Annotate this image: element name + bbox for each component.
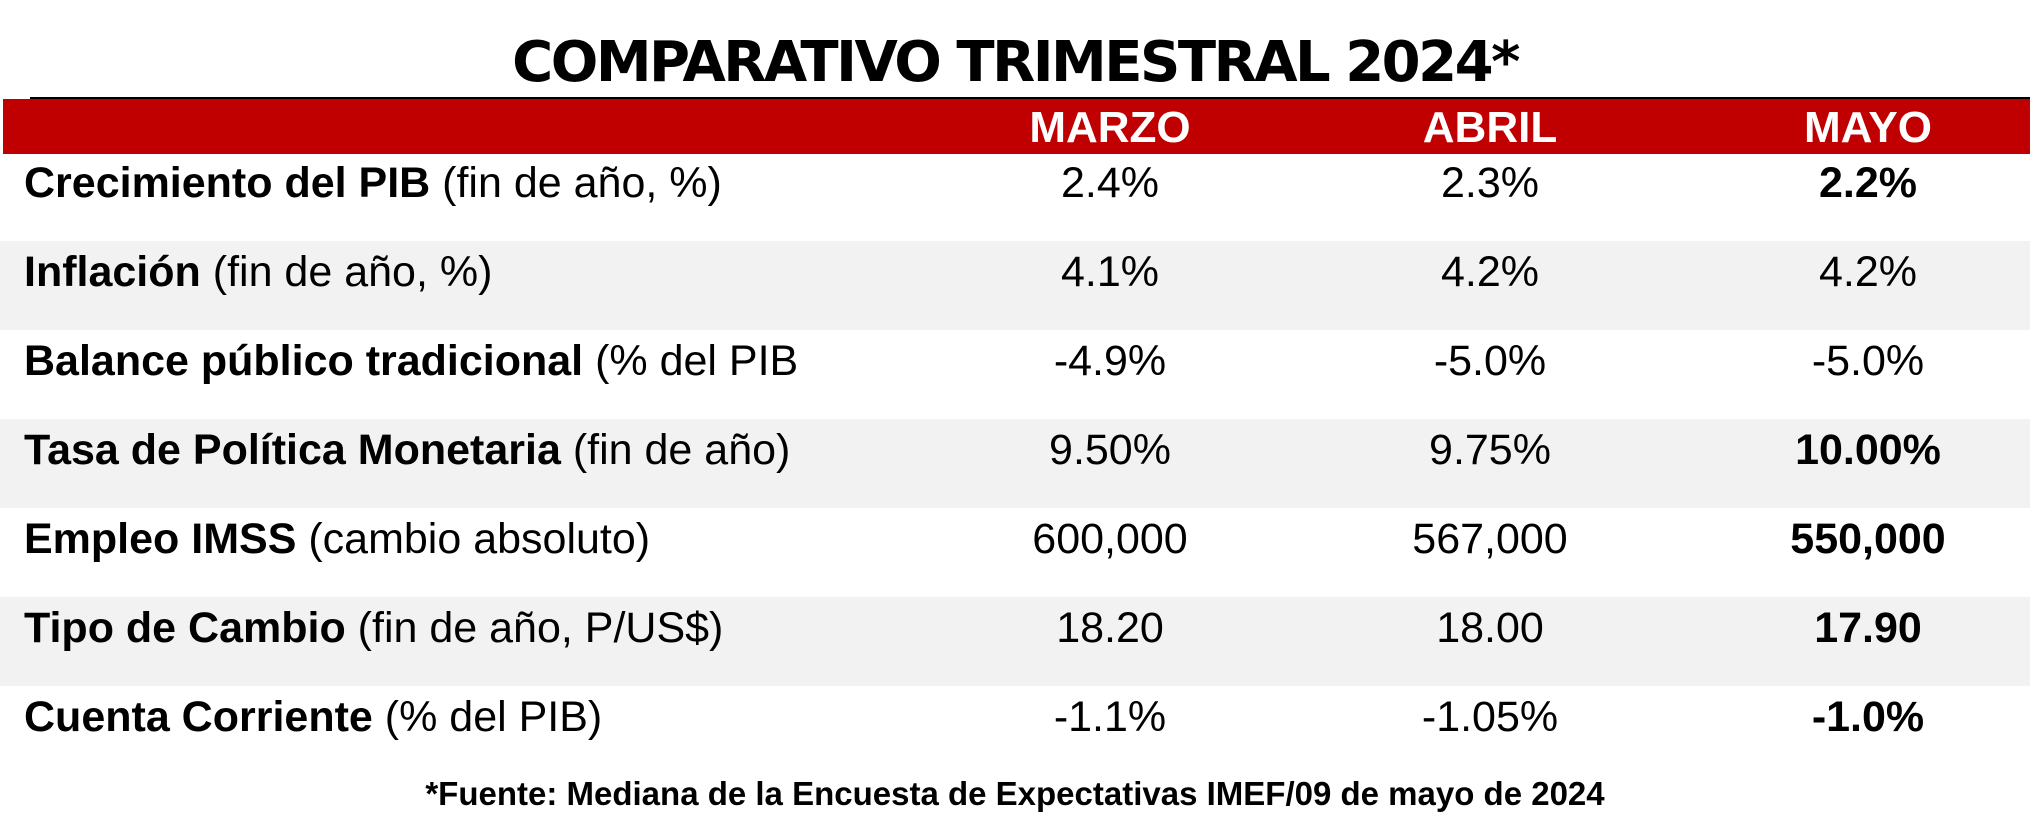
table-row: Cuenta Corriente (% del PIB) -1.1% -1.05… bbox=[0, 686, 2030, 775]
value-mayo: 550,000 bbox=[1790, 515, 1946, 563]
row-label: Tipo de Cambio (fin de año, P/US$) bbox=[24, 597, 723, 660]
table-row: Tipo de Cambio (fin de año, P/US$) 18.20… bbox=[0, 597, 2030, 686]
row-label-qualifier: (cambio absoluto) bbox=[296, 515, 651, 563]
row-label-qualifier: (fin de año, %) bbox=[200, 248, 493, 296]
table-row: Empleo IMSS (cambio absoluto) 600,000 56… bbox=[0, 508, 2030, 597]
row-label-main: Tasa de Política Monetaria bbox=[24, 426, 561, 474]
value-marzo: 600,000 bbox=[1032, 515, 1188, 563]
value-abril: 2.3% bbox=[1440, 159, 1539, 207]
value-abril: -1.05% bbox=[1421, 693, 1559, 741]
value-mayo: 17.90 bbox=[1814, 604, 1922, 652]
row-label-main: Inflación bbox=[24, 248, 201, 296]
row-label-main: Crecimiento del PIB bbox=[24, 159, 431, 207]
column-header-abril: ABRIL bbox=[1422, 103, 1558, 152]
value-marzo: 9.50% bbox=[1049, 426, 1171, 474]
row-label: Empleo IMSS (cambio absoluto) bbox=[24, 508, 650, 571]
row-label-qualifier: (fin de año, P/US$) bbox=[345, 604, 724, 652]
table-row: Balance público tradicional (% del PIB -… bbox=[0, 330, 2030, 419]
row-label-main: Cuenta Corriente bbox=[24, 693, 373, 741]
row-label-main: Tipo de Cambio bbox=[24, 604, 346, 652]
row-label-qualifier: (% del PIB bbox=[583, 337, 799, 385]
value-marzo: 2.4% bbox=[1060, 159, 1159, 207]
value-marzo: -1.1% bbox=[1053, 693, 1167, 741]
value-mayo: 4.2% bbox=[1818, 248, 1917, 296]
value-mayo: 2.2% bbox=[1818, 159, 1917, 207]
table-title: COMPARATIVO TRIMESTRAL 2024* bbox=[512, 30, 1520, 95]
value-mayo: -5.0% bbox=[1811, 337, 1925, 385]
row-label-main: Balance público tradicional bbox=[24, 337, 584, 385]
row-label: Inflación (fin de año, %) bbox=[24, 241, 492, 304]
title-divider bbox=[30, 97, 2030, 99]
row-label-qualifier: (fin de año) bbox=[560, 426, 791, 474]
table-row: Tasa de Política Monetaria (fin de año) … bbox=[0, 419, 2030, 508]
table-row: Inflación (fin de año, %) 4.1% 4.2% 4.2% bbox=[0, 241, 2030, 330]
row-label: Balance público tradicional (% del PIB bbox=[24, 330, 798, 393]
value-abril: 567,000 bbox=[1412, 515, 1568, 563]
value-abril: 4.2% bbox=[1440, 248, 1539, 296]
value-mayo: -1.0% bbox=[1811, 693, 1925, 741]
value-abril: 9.75% bbox=[1429, 426, 1551, 474]
column-header-marzo: MARZO bbox=[1029, 103, 1191, 152]
value-marzo: -4.9% bbox=[1053, 337, 1167, 385]
column-header-bar bbox=[3, 99, 2030, 154]
value-mayo: 10.00% bbox=[1795, 426, 1941, 474]
row-label: Crecimiento del PIB (fin de año, %) bbox=[24, 152, 722, 215]
row-label-main: Empleo IMSS bbox=[24, 515, 297, 563]
row-label-qualifier: (% del PIB) bbox=[372, 693, 603, 741]
table-row: Crecimiento del PIB (fin de año, %) 2.4%… bbox=[0, 152, 2030, 241]
column-header-mayo: MAYO bbox=[1804, 103, 1932, 152]
value-marzo: 4.1% bbox=[1060, 248, 1159, 296]
row-label: Cuenta Corriente (% del PIB) bbox=[24, 686, 602, 749]
row-label: Tasa de Política Monetaria (fin de año) bbox=[24, 419, 790, 482]
value-abril: 18.00 bbox=[1436, 604, 1544, 652]
value-abril: -5.0% bbox=[1433, 337, 1547, 385]
source-footnote: *Fuente: Mediana de la Encuesta de Expec… bbox=[425, 775, 1605, 812]
row-label-qualifier: (fin de año, %) bbox=[430, 159, 722, 207]
value-marzo: 18.20 bbox=[1056, 604, 1164, 652]
